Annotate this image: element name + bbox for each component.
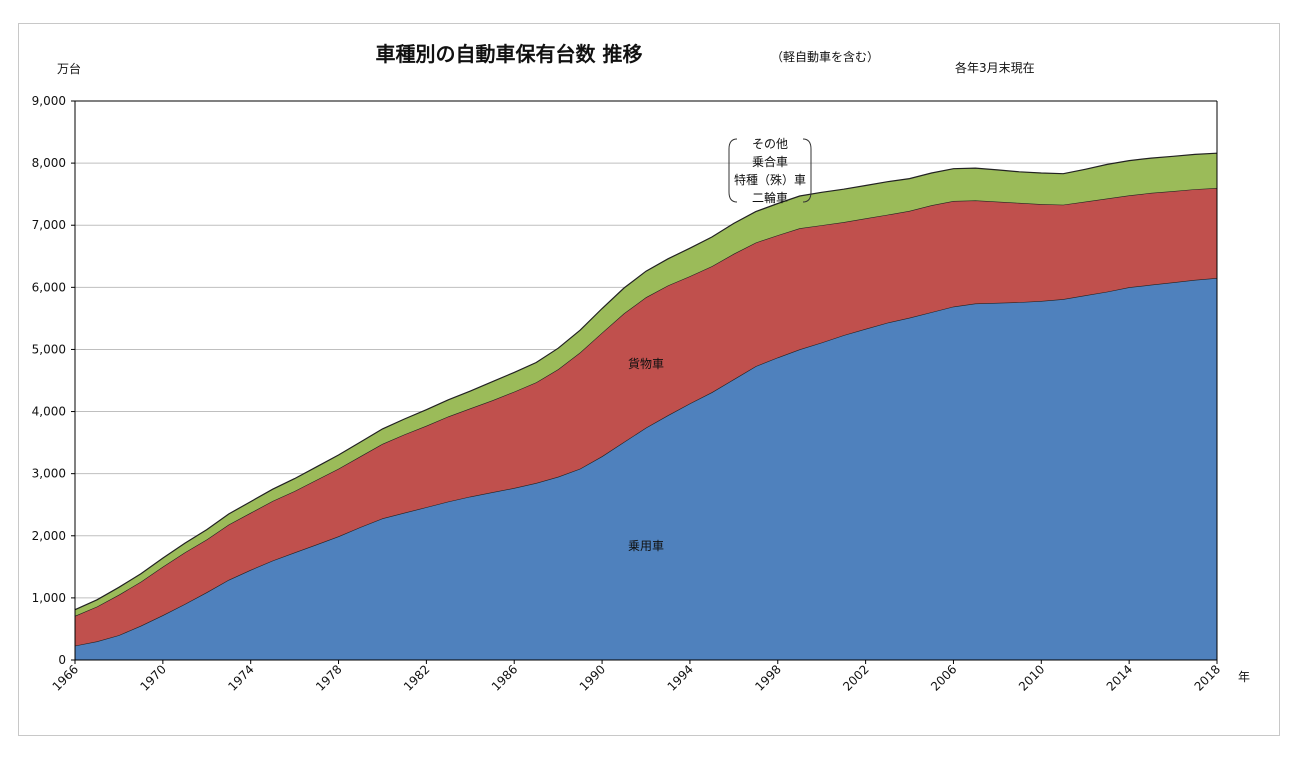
- y-tick-label: 1,000: [32, 591, 66, 605]
- chart-subtitle: （軽自動車を含む）: [771, 49, 879, 64]
- x-tick-label: 2014: [1104, 662, 1135, 693]
- x-tick-label: 2018: [1192, 662, 1223, 693]
- y-tick-labels: 0 1,000 2,000 3,000 4,000 5,000 6,000 7,000 8,00…: [32, 94, 75, 667]
- x-tick-label: 2006: [928, 662, 959, 693]
- y-tick-label: 5,000: [32, 342, 66, 356]
- x-tick-label: 1974: [225, 662, 256, 693]
- y-tick-label: 4,000: [32, 405, 66, 419]
- y-tick-label: 3,000: [32, 467, 66, 481]
- series-label-other-group: その他乗合車特種（殊）車二輪車: [728, 137, 812, 205]
- series-label-passenger: 乗用車: [628, 539, 664, 553]
- x-tick-label: 2010: [1016, 662, 1047, 693]
- y-tick-label: 7,000: [32, 218, 66, 232]
- x-tick-label: 1990: [577, 662, 608, 693]
- series-label-other-line: 乗合車: [752, 154, 788, 169]
- series-label-other-line: 二輪車: [752, 190, 788, 205]
- series-label-cargo: 貨物車: [628, 356, 664, 371]
- y-tick-label: 6,000: [32, 280, 66, 294]
- right-bracket: [802, 138, 812, 203]
- x-tick-labels: 1966 1970 1974 1978 1982 1986 1990 1994 1998 2002…: [50, 660, 1223, 694]
- series-label-other-line: 特種（殊）車: [734, 172, 806, 187]
- series-area-0: [75, 278, 1217, 660]
- chart-note: 各年3月末現在: [955, 60, 1035, 75]
- y-tick-label: 0: [58, 653, 66, 667]
- y-tick-label: 9,000: [32, 94, 66, 108]
- chart-title: 車種別の自動車保有台数 推移: [376, 42, 643, 66]
- x-tick-label: 1966: [50, 662, 81, 693]
- y-tick-label: 2,000: [32, 529, 66, 543]
- series-label-other: その他乗合車特種（殊）車二輪車: [734, 137, 806, 205]
- x-tick-label: 1970: [137, 662, 168, 693]
- series-boundary-2: [74, 152, 1218, 611]
- y-tick-label: 8,000: [32, 156, 66, 170]
- x-tick-label: 1994: [665, 662, 696, 693]
- left-bracket: [728, 138, 738, 203]
- x-tick-label: 1998: [752, 662, 783, 693]
- area-series: [74, 152, 1218, 660]
- y-axis-unit-label: 万台: [57, 61, 81, 76]
- x-tick-label: 1986: [489, 662, 520, 693]
- x-tick-label: 1978: [313, 662, 344, 693]
- x-tick-label: 2002: [840, 662, 871, 693]
- x-tick-label: 1982: [401, 662, 432, 693]
- stacked-area-chart: 車種別の自動車保有台数 推移 （軽自動車を含む） 各年3月末現在 万台 年 01…: [32, 42, 1250, 694]
- series-label-other-line: その他: [752, 137, 788, 151]
- x-axis-unit-label: 年: [1238, 670, 1250, 684]
- axes: [74, 100, 1218, 661]
- series-area-1: [75, 188, 1217, 646]
